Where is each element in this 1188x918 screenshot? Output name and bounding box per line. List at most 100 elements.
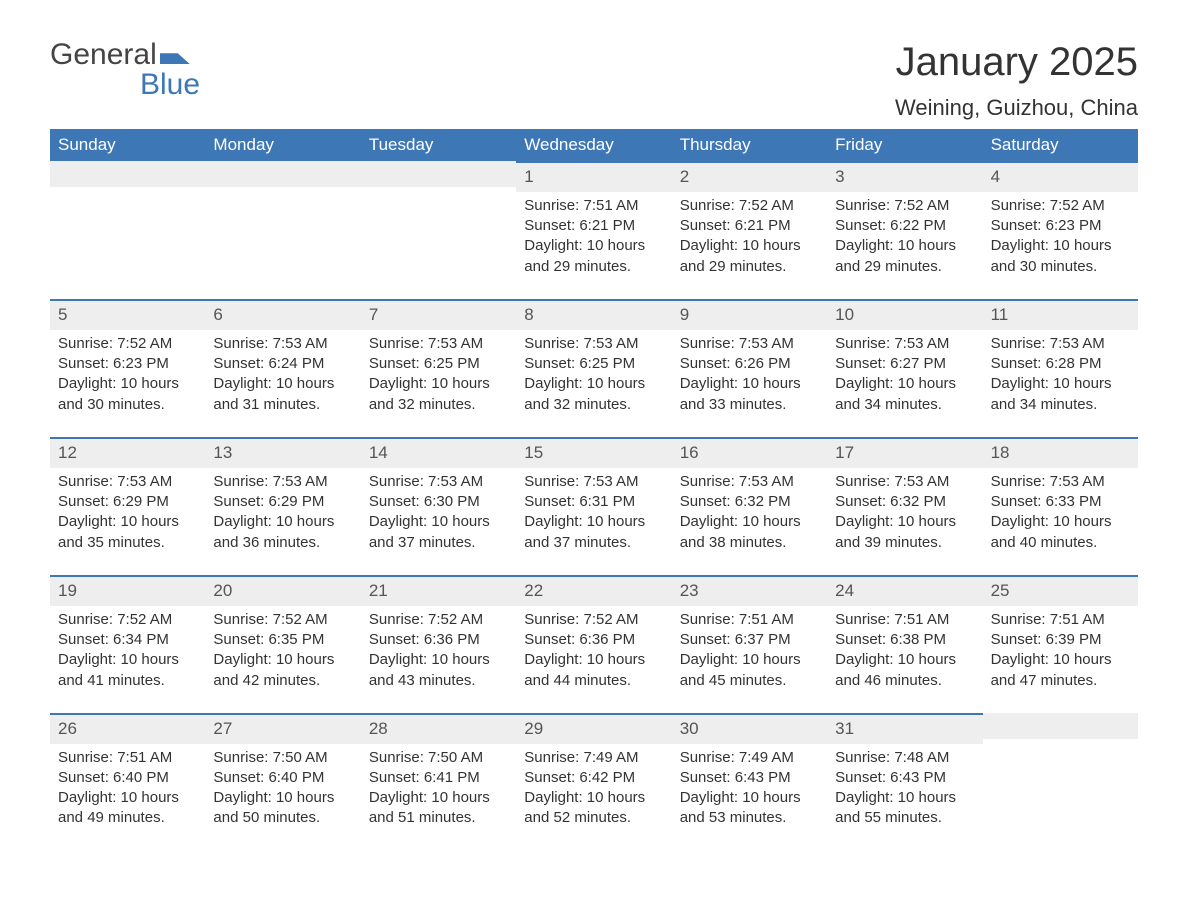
day-day2: and 38 minutes.: [680, 533, 819, 553]
day-sunrise: Sunrise: 7:51 AM: [991, 610, 1130, 630]
day-sunrise: Sunrise: 7:53 AM: [680, 472, 819, 492]
week-row: 12Sunrise: 7:53 AMSunset: 6:29 PMDayligh…: [50, 437, 1138, 575]
day-sunrise: Sunrise: 7:53 AM: [991, 472, 1130, 492]
day-cell: 14Sunrise: 7:53 AMSunset: 6:30 PMDayligh…: [361, 437, 516, 575]
day-number: 5: [50, 299, 205, 330]
day-body: Sunrise: 7:50 AMSunset: 6:40 PMDaylight:…: [205, 744, 360, 829]
day-number: 15: [516, 437, 671, 468]
day-day2: and 29 minutes.: [835, 257, 974, 277]
day-sunset: Sunset: 6:43 PM: [680, 768, 819, 788]
day-body: Sunrise: 7:52 AMSunset: 6:23 PMDaylight:…: [50, 330, 205, 415]
day-number-empty: [50, 161, 205, 187]
day-day2: and 32 minutes.: [524, 395, 663, 415]
day-day1: Daylight: 10 hours: [991, 650, 1130, 670]
day-day1: Daylight: 10 hours: [524, 374, 663, 394]
day-sunset: Sunset: 6:35 PM: [213, 630, 352, 650]
day-cell: 27Sunrise: 7:50 AMSunset: 6:40 PMDayligh…: [205, 713, 360, 851]
day-number: 26: [50, 713, 205, 744]
day-day1: Daylight: 10 hours: [213, 374, 352, 394]
day-day2: and 44 minutes.: [524, 671, 663, 691]
day-day1: Daylight: 10 hours: [835, 650, 974, 670]
day-sunset: Sunset: 6:27 PM: [835, 354, 974, 374]
day-number: 11: [983, 299, 1138, 330]
day-day2: and 47 minutes.: [991, 671, 1130, 691]
page-header: General Blue January 2025 Weining, Guizh…: [50, 40, 1138, 121]
day-day2: and 40 minutes.: [991, 533, 1130, 553]
day-sunset: Sunset: 6:38 PM: [835, 630, 974, 650]
day-body: Sunrise: 7:52 AMSunset: 6:22 PMDaylight:…: [827, 192, 982, 277]
day-cell: 26Sunrise: 7:51 AMSunset: 6:40 PMDayligh…: [50, 713, 205, 851]
weekday-friday: Friday: [827, 129, 982, 161]
day-sunrise: Sunrise: 7:53 AM: [369, 334, 508, 354]
day-cell: 3Sunrise: 7:52 AMSunset: 6:22 PMDaylight…: [827, 161, 982, 299]
day-day2: and 50 minutes.: [213, 808, 352, 828]
day-day1: Daylight: 10 hours: [369, 512, 508, 532]
day-sunset: Sunset: 6:41 PM: [369, 768, 508, 788]
day-cell: 19Sunrise: 7:52 AMSunset: 6:34 PMDayligh…: [50, 575, 205, 713]
day-day1: Daylight: 10 hours: [58, 788, 197, 808]
day-day2: and 52 minutes.: [524, 808, 663, 828]
day-number: 22: [516, 575, 671, 606]
day-body: Sunrise: 7:53 AMSunset: 6:25 PMDaylight:…: [516, 330, 671, 415]
day-sunrise: Sunrise: 7:52 AM: [835, 196, 974, 216]
day-day1: Daylight: 10 hours: [213, 788, 352, 808]
day-number: 13: [205, 437, 360, 468]
day-sunrise: Sunrise: 7:52 AM: [680, 196, 819, 216]
day-sunset: Sunset: 6:24 PM: [213, 354, 352, 374]
day-body: Sunrise: 7:52 AMSunset: 6:36 PMDaylight:…: [516, 606, 671, 691]
day-number: 8: [516, 299, 671, 330]
week-row: 5Sunrise: 7:52 AMSunset: 6:23 PMDaylight…: [50, 299, 1138, 437]
day-cell: [205, 161, 360, 299]
day-day2: and 34 minutes.: [991, 395, 1130, 415]
day-cell: 21Sunrise: 7:52 AMSunset: 6:36 PMDayligh…: [361, 575, 516, 713]
day-cell: 1Sunrise: 7:51 AMSunset: 6:21 PMDaylight…: [516, 161, 671, 299]
day-sunset: Sunset: 6:29 PM: [213, 492, 352, 512]
day-cell: 6Sunrise: 7:53 AMSunset: 6:24 PMDaylight…: [205, 299, 360, 437]
week-row: 1Sunrise: 7:51 AMSunset: 6:21 PMDaylight…: [50, 161, 1138, 299]
day-cell: 15Sunrise: 7:53 AMSunset: 6:31 PMDayligh…: [516, 437, 671, 575]
day-body: Sunrise: 7:52 AMSunset: 6:21 PMDaylight:…: [672, 192, 827, 277]
day-sunrise: Sunrise: 7:52 AM: [369, 610, 508, 630]
day-day2: and 41 minutes.: [58, 671, 197, 691]
day-number: 20: [205, 575, 360, 606]
day-day1: Daylight: 10 hours: [58, 374, 197, 394]
day-cell: 7Sunrise: 7:53 AMSunset: 6:25 PMDaylight…: [361, 299, 516, 437]
day-cell: 8Sunrise: 7:53 AMSunset: 6:25 PMDaylight…: [516, 299, 671, 437]
day-number: 10: [827, 299, 982, 330]
day-cell: 24Sunrise: 7:51 AMSunset: 6:38 PMDayligh…: [827, 575, 982, 713]
day-body: Sunrise: 7:53 AMSunset: 6:31 PMDaylight:…: [516, 468, 671, 553]
day-day2: and 35 minutes.: [58, 533, 197, 553]
day-cell: [361, 161, 516, 299]
day-sunrise: Sunrise: 7:49 AM: [680, 748, 819, 768]
day-day1: Daylight: 10 hours: [835, 788, 974, 808]
day-body: Sunrise: 7:53 AMSunset: 6:29 PMDaylight:…: [205, 468, 360, 553]
day-body: Sunrise: 7:53 AMSunset: 6:32 PMDaylight:…: [827, 468, 982, 553]
day-number: 14: [361, 437, 516, 468]
day-day1: Daylight: 10 hours: [835, 374, 974, 394]
day-body: Sunrise: 7:51 AMSunset: 6:37 PMDaylight:…: [672, 606, 827, 691]
day-sunrise: Sunrise: 7:51 AM: [680, 610, 819, 630]
day-number: 2: [672, 161, 827, 192]
day-body: Sunrise: 7:53 AMSunset: 6:30 PMDaylight:…: [361, 468, 516, 553]
day-body: Sunrise: 7:53 AMSunset: 6:25 PMDaylight:…: [361, 330, 516, 415]
day-body: Sunrise: 7:53 AMSunset: 6:33 PMDaylight:…: [983, 468, 1138, 553]
weekday-header-row: SundayMondayTuesdayWednesdayThursdayFrid…: [50, 129, 1138, 161]
day-day2: and 42 minutes.: [213, 671, 352, 691]
day-day1: Daylight: 10 hours: [524, 788, 663, 808]
day-sunset: Sunset: 6:32 PM: [680, 492, 819, 512]
day-cell: 31Sunrise: 7:48 AMSunset: 6:43 PMDayligh…: [827, 713, 982, 851]
day-body: Sunrise: 7:50 AMSunset: 6:41 PMDaylight:…: [361, 744, 516, 829]
day-body: Sunrise: 7:51 AMSunset: 6:39 PMDaylight:…: [983, 606, 1138, 691]
day-cell: 30Sunrise: 7:49 AMSunset: 6:43 PMDayligh…: [672, 713, 827, 851]
day-day1: Daylight: 10 hours: [369, 650, 508, 670]
day-body: Sunrise: 7:53 AMSunset: 6:27 PMDaylight:…: [827, 330, 982, 415]
day-cell: 20Sunrise: 7:52 AMSunset: 6:35 PMDayligh…: [205, 575, 360, 713]
day-day2: and 36 minutes.: [213, 533, 352, 553]
day-cell: 23Sunrise: 7:51 AMSunset: 6:37 PMDayligh…: [672, 575, 827, 713]
day-sunset: Sunset: 6:28 PM: [991, 354, 1130, 374]
day-cell: 5Sunrise: 7:52 AMSunset: 6:23 PMDaylight…: [50, 299, 205, 437]
day-body: Sunrise: 7:53 AMSunset: 6:32 PMDaylight:…: [672, 468, 827, 553]
day-day2: and 55 minutes.: [835, 808, 974, 828]
day-body: Sunrise: 7:48 AMSunset: 6:43 PMDaylight:…: [827, 744, 982, 829]
week-row: 19Sunrise: 7:52 AMSunset: 6:34 PMDayligh…: [50, 575, 1138, 713]
